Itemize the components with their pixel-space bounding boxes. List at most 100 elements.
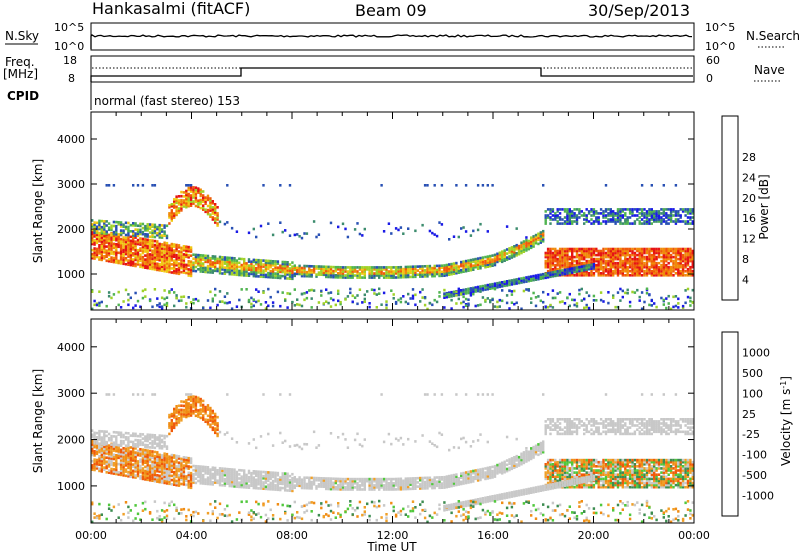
power-echo-cell [214, 293, 217, 297]
power-echo-cell [665, 251, 668, 255]
power-echo-cell [592, 259, 596, 263]
power-echo-cell [218, 300, 222, 303]
power-echo-cell [305, 274, 309, 278]
power-echo-cell [674, 247, 678, 251]
velocity-echo-cell [98, 432, 101, 435]
velocity-echo-cell [194, 477, 198, 480]
velocity-echo-cell [107, 438, 111, 442]
power-echo-cell [293, 272, 296, 276]
power-echo-cell [95, 241, 99, 245]
power-echo-cell [677, 214, 680, 217]
power-echo-cell [180, 248, 183, 252]
power-echo-cell [243, 272, 246, 275]
power-echo-cell [211, 206, 214, 209]
power-echo-cell [112, 250, 116, 254]
velocity-echo-cell [165, 475, 169, 479]
power-echo-cell [141, 239, 145, 243]
velocity-echo-cell [211, 422, 214, 425]
velocity-echo-cell [156, 480, 159, 483]
power-echo-cell [339, 270, 342, 273]
power-echo-cell [568, 255, 571, 259]
power-echo-cell [105, 230, 108, 233]
velocity-echo-cell [296, 443, 299, 447]
power-echo-cell [457, 235, 460, 239]
velocity-echo-cell [141, 509, 145, 512]
power-echo-cell [674, 304, 678, 308]
velocity-echo-cell [163, 477, 166, 481]
power-echo-cell [667, 218, 670, 221]
power-echo-cell [597, 212, 600, 215]
power-echo-cell [168, 212, 171, 215]
power-echo-cell [337, 265, 340, 269]
velocity-echo-cell [189, 459, 193, 462]
power-echo-cell [566, 249, 569, 253]
power-echo-cell [467, 298, 470, 301]
power-echo-cell [136, 261, 140, 264]
power-echo-cell [505, 301, 509, 305]
power-echo-cell [619, 214, 622, 217]
power-echo-cell [590, 257, 593, 261]
power-echo-cell [544, 265, 547, 269]
velocity-echo-cell [160, 464, 164, 468]
power-echo-cell [218, 265, 222, 269]
velocity-echo-cell [209, 468, 212, 471]
power-echo-cell [426, 273, 429, 276]
velocity-echo-cell [139, 518, 142, 521]
velocity-echo-cell [182, 460, 186, 463]
velocity-echo-cell [168, 432, 171, 436]
velocity-echo-cell [199, 410, 202, 413]
power-echo-cell [472, 288, 475, 291]
power-echo-cell [624, 212, 627, 215]
power-echo-cell [556, 208, 559, 211]
power-echo-cell [554, 216, 557, 219]
velocity-echo-cell [146, 457, 149, 461]
power-echo-cell [271, 304, 275, 308]
velocity-echo-cell [146, 461, 149, 465]
power-echo-cell [614, 218, 617, 221]
power-echo-cell [115, 247, 118, 250]
power-echo-cell [486, 283, 489, 287]
power-echo-cell [546, 271, 550, 275]
power-echo-cell [628, 261, 632, 265]
power-echo-cell [168, 248, 171, 251]
velocity-echo-cell [144, 457, 147, 460]
power-echo-cell [134, 236, 137, 239]
velocity-echo-cell [199, 477, 202, 481]
velocity-echo-cell [211, 426, 214, 429]
power-echo-cell [674, 265, 678, 269]
velocity-echo-cell [240, 483, 243, 487]
velocity-echo-cell [158, 438, 161, 442]
velocity-echo-cell [134, 461, 137, 465]
power-echo-cell [643, 261, 646, 265]
velocity-echo-cell [110, 509, 113, 512]
velocity-echo-cell [124, 431, 128, 435]
power-echo-cell [117, 303, 120, 307]
beam-title: Beam 09 [355, 1, 427, 20]
velocity-echo-cell [271, 484, 275, 487]
power-echo-cell [105, 255, 108, 258]
power-echo-cell [146, 225, 149, 228]
power-echo-cell [496, 252, 499, 256]
power-echo-cell [158, 244, 161, 248]
power-echo-cell [303, 232, 306, 235]
power-echo-cell [284, 264, 287, 268]
power-echo-cell [175, 268, 178, 271]
power-echo-cell [546, 259, 550, 263]
power-echo-cell [433, 184, 436, 187]
power-echo-cell [192, 253, 195, 256]
power-echo-cell [686, 208, 690, 211]
power-echo-cell [607, 261, 610, 265]
power-echo-cell [199, 264, 202, 267]
power-echo-cell [522, 248, 526, 251]
velocity-echo-cell [134, 465, 137, 469]
power-echo-cell [346, 276, 350, 279]
power-echo-cell [165, 236, 169, 240]
velocity-echo-cell [245, 475, 248, 479]
power-echo-cell [496, 286, 499, 289]
power-echo-cell [387, 276, 391, 279]
velocity-echo-cell [134, 453, 137, 456]
velocity-echo-cell [240, 481, 243, 485]
power-echo-cell [645, 287, 649, 291]
power-echo-cell [612, 265, 615, 269]
power-echo-cell [243, 264, 246, 267]
